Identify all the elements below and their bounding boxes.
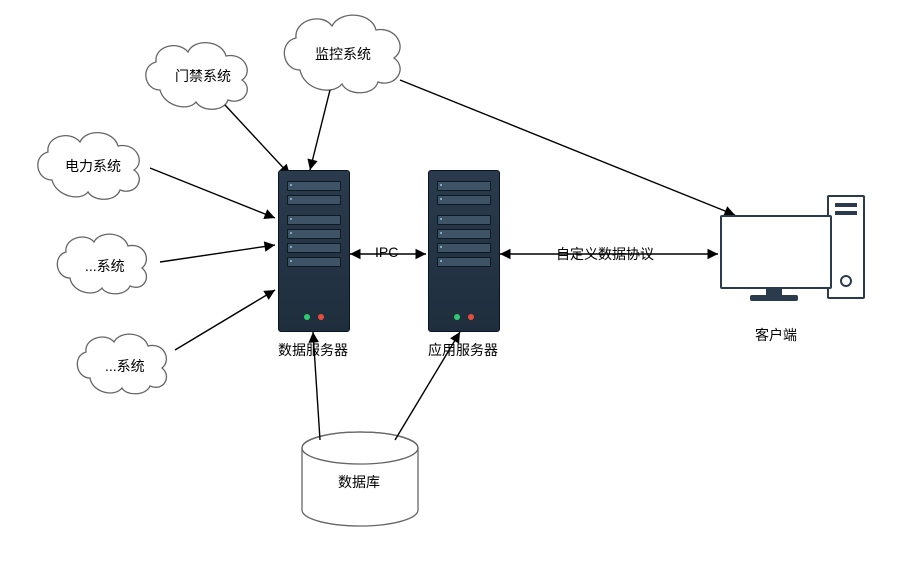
cloud-power-label: 电力系统 (65, 156, 121, 176)
edge-ipc-label: IPC (375, 244, 398, 260)
client-label: 客户端 (755, 325, 797, 345)
server-data-label: 数据服务器 (278, 340, 348, 360)
client-computer (720, 195, 865, 315)
cloud-monitoring-label: 监控系统 (315, 44, 371, 64)
server-data (278, 170, 350, 332)
edge-power-to-dataserver (150, 168, 275, 218)
edge-access-to-dataserver (225, 105, 290, 175)
edge-sys1-to-dataserver (160, 245, 275, 262)
client-monitor-icon (720, 215, 832, 289)
cloud-sys2-label: ...系统 (105, 356, 145, 376)
server-app-label: 应用服务器 (428, 340, 498, 360)
edge-sys2-to-dataserver (175, 290, 275, 350)
database-label: 数据库 (338, 472, 380, 492)
client-tower-icon (827, 195, 865, 299)
diagram-canvas: 监控系统 门禁系统 电力系统 ...系统 ...系统 数据服务器 应用服务器 I… (0, 0, 897, 565)
cloud-sys1-label: ...系统 (85, 256, 125, 276)
server-app (428, 170, 500, 332)
cloud-access-label: 门禁系统 (175, 66, 231, 86)
edge-monitoring-to-dataserver (310, 90, 330, 170)
edge-protocol-label: 自定义数据协议 (556, 244, 654, 264)
